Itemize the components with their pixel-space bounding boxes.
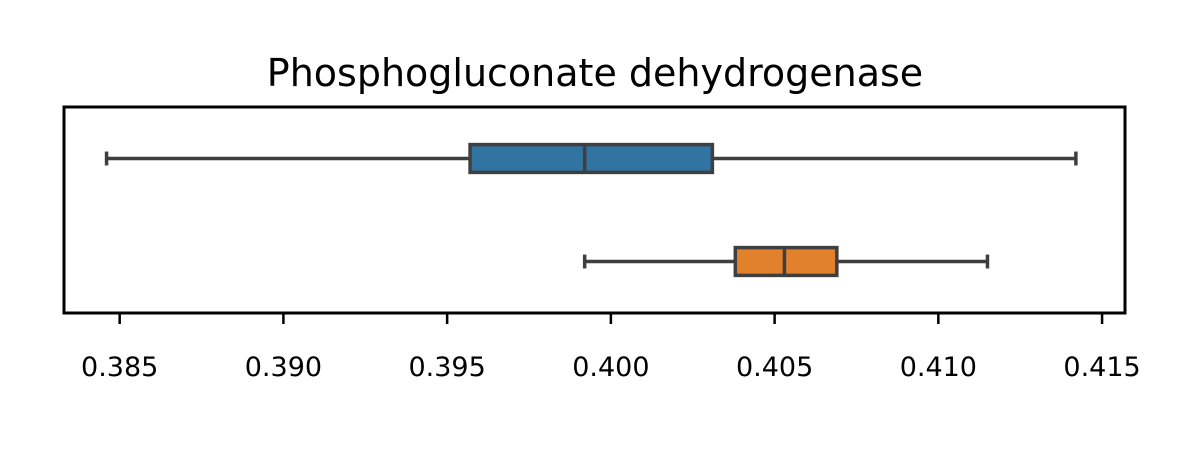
- box-series-1: [104, 142, 1078, 175]
- plot-frame: [62, 105, 1127, 315]
- x-tick-label: 0.385: [81, 352, 158, 383]
- x-tick-label: 0.405: [736, 352, 813, 383]
- x-axis: 0.385 0.390 0.395 0.400 0.405 0.410 0.415: [81, 313, 1141, 383]
- x-tick-label: 0.390: [245, 352, 322, 383]
- x-tick-label: 0.410: [900, 352, 977, 383]
- x-tick-label: 0.415: [1063, 352, 1140, 383]
- x-tick-label: 0.395: [408, 352, 485, 383]
- iqr-box: [468, 142, 715, 175]
- chart-title: Phosphogluconate dehydrogenase: [267, 51, 923, 95]
- boxes-layer: [104, 142, 1078, 278]
- x-tick-label: 0.400: [572, 352, 649, 383]
- box-series-2: [582, 245, 990, 278]
